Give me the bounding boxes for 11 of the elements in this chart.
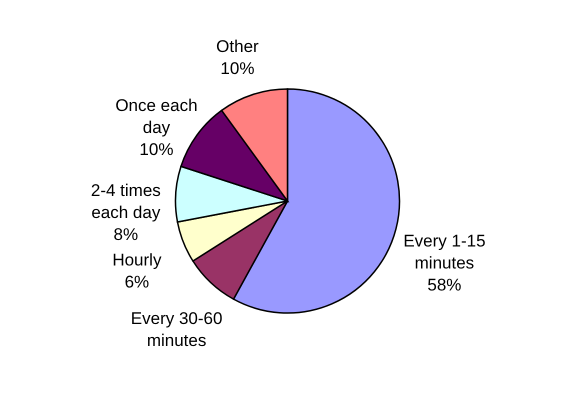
- slice-label: Every 1-15 minutes: [403, 231, 486, 272]
- data-label: 58%: [427, 275, 462, 294]
- slice-label: 2-4 times each day: [90, 180, 161, 222]
- slice-label: Every 30-60 minutes: [130, 309, 222, 350]
- data-label: 10%: [220, 58, 254, 78]
- slice-label: Other: [216, 36, 260, 56]
- data-label: 8%: [114, 224, 138, 244]
- data-label: 6%: [124, 272, 150, 292]
- slice-label: Once each day: [115, 96, 198, 137]
- data-label: 10%: [139, 140, 174, 159]
- slice-label: Hourly: [112, 250, 162, 270]
